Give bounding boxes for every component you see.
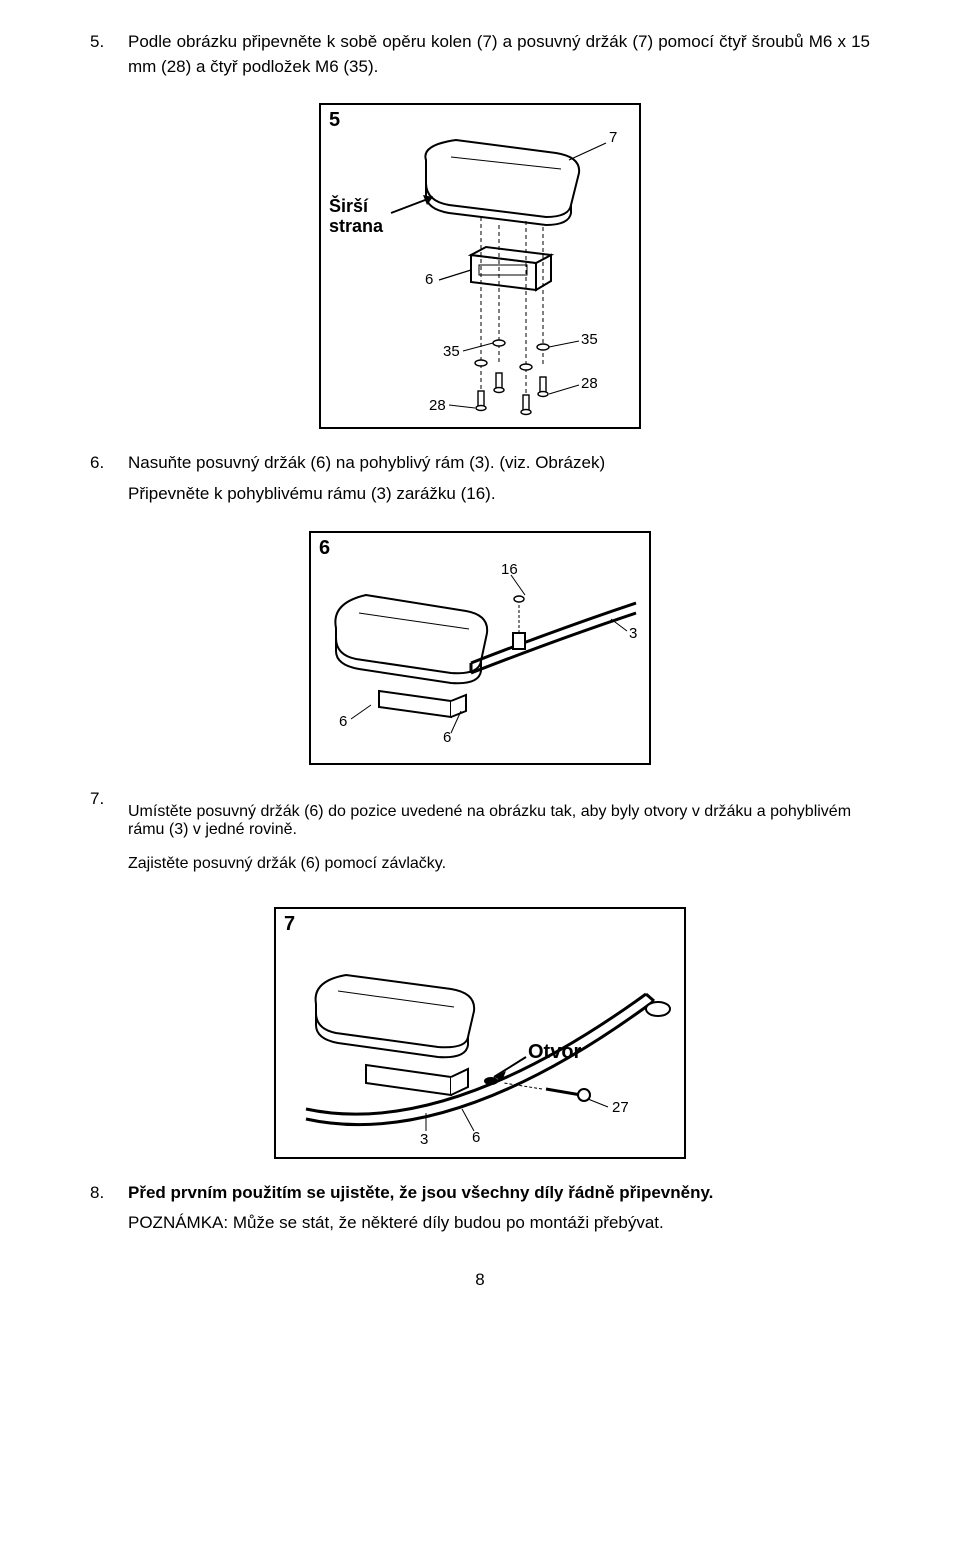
figure-6-drawing — [311, 533, 649, 763]
figure-5-callout-35a: 35 — [443, 343, 460, 360]
step-8-note-label: POZNÁMKA: — [128, 1213, 228, 1232]
figure-5: 5 — [319, 103, 641, 429]
figure-5-callout-28b: 28 — [581, 375, 598, 392]
figure-6-callout-6b: 6 — [443, 729, 451, 746]
step-6-line2: Připevněte k pohyblivému rámu (3) zarážk… — [128, 482, 870, 507]
figure-6: 6 — [309, 531, 651, 765]
figure-5-callout-6: 6 — [425, 271, 433, 288]
figure-6-callout-6a: 6 — [339, 713, 347, 730]
figure-5-callout-35b: 35 — [581, 331, 598, 348]
figure-7-callout-27: 27 — [612, 1099, 629, 1116]
figure-7: 7 — [274, 907, 686, 1159]
figure-6-wrap: 6 — [90, 531, 870, 765]
figure-6-callout-16: 16 — [501, 561, 518, 578]
step-5-text: Podle obrázku připevněte k sobě opěru ko… — [128, 30, 870, 85]
figure-6-number: 6 — [319, 537, 330, 560]
step-6-number: 6. — [90, 451, 128, 476]
figure-5-side-label: Širší strana — [329, 197, 383, 237]
step-8-text: Před prvním použitím se ujistěte, že jso… — [128, 1181, 870, 1242]
step-6-text: Nasuňte posuvný držák (6) na pohyblivý r… — [128, 451, 870, 512]
step-7-text: Umístěte posuvný držák (6) do pozice uve… — [128, 787, 870, 889]
figure-5-side-label-line2: strana — [329, 216, 383, 236]
page: 5. Podle obrázku připevněte k sobě opěru… — [0, 0, 960, 1310]
step-5-number: 5. — [90, 30, 128, 55]
step-6: 6. Nasuňte posuvný držák (6) na pohybliv… — [90, 451, 870, 512]
figure-5-wrap: 5 — [90, 103, 870, 429]
step-7-number: 7. — [90, 787, 128, 812]
step-7-line2: Zajistěte posuvný držák (6) pomocí závla… — [128, 855, 870, 873]
figure-7-drawing — [276, 909, 684, 1157]
step-8-note-text: Může se stát, že některé díly budou po m… — [228, 1213, 664, 1232]
step-8-line1: Před prvním použitím se ujistěte, že jso… — [128, 1181, 870, 1206]
figure-7-callout-3: 3 — [420, 1131, 428, 1148]
figure-5-callout-7: 7 — [609, 129, 617, 146]
step-7-line1: Umístěte posuvný držák (6) do pozice uve… — [128, 803, 870, 839]
step-7: 7. Umístěte posuvný držák (6) do pozice … — [90, 787, 870, 889]
step-5-paragraph: Podle obrázku připevněte k sobě opěru ko… — [128, 30, 870, 79]
figure-5-side-label-line1: Širší — [329, 196, 368, 216]
figure-6-callout-3: 3 — [629, 625, 637, 642]
step-6-line1: Nasuňte posuvný držák (6) na pohyblivý r… — [128, 451, 870, 476]
step-8-number: 8. — [90, 1181, 128, 1206]
figure-7-number: 7 — [284, 913, 295, 936]
page-number: 8 — [90, 1270, 870, 1290]
step-8: 8. Před prvním použitím se ujistěte, že … — [90, 1181, 870, 1242]
figure-7-wrap: 7 — [90, 907, 870, 1159]
figure-7-otvor-label: Otvor — [528, 1041, 581, 1063]
step-5: 5. Podle obrázku připevněte k sobě opěru… — [90, 30, 870, 85]
figure-5-callout-28a: 28 — [429, 397, 446, 414]
figure-7-callout-6: 6 — [472, 1129, 480, 1146]
step-8-note: POZNÁMKA: Může se stát, že některé díly … — [128, 1211, 870, 1236]
figure-5-number: 5 — [329, 109, 340, 132]
